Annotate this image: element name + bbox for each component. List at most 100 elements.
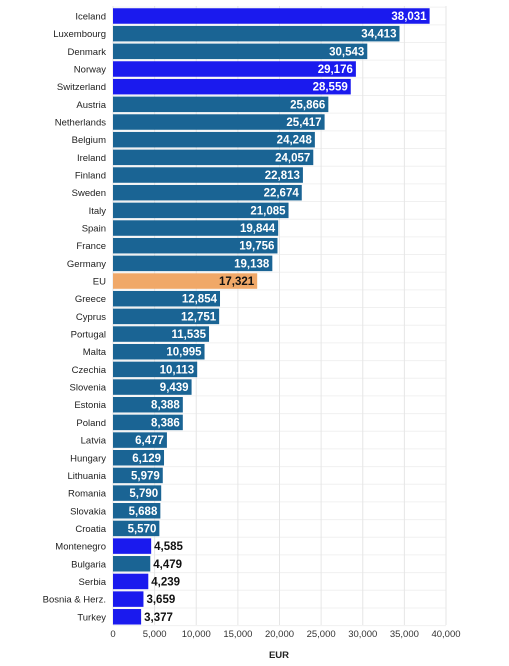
category-label: Germany [67,259,106,270]
bar [113,255,273,272]
bar [113,8,430,24]
x-tick-label: 35,000 [390,629,419,640]
bar [113,114,325,130]
category-label: Malta [83,347,107,358]
value-label: 4,239 [151,576,180,588]
value-labels: 38,031 34,413 30,543 29,176 28,559 25,866 25,4… [128,11,428,624]
value-label: 3,659 [146,594,175,606]
value-label: 8,386 [151,417,180,429]
value-label: 25,866 [290,99,325,111]
bar [113,573,149,590]
category-label: Serbia [79,577,107,588]
category-label: Greece [75,294,106,305]
x-tick-label: 20,000 [265,629,294,640]
bar [113,43,368,60]
value-label: 5,688 [129,506,158,518]
bar [113,361,198,378]
value-label: 22,813 [265,170,300,182]
category-label: France [76,241,106,252]
category-label: Luxembourg [53,29,106,40]
category-label: Estonia [74,400,106,411]
category-label: Switzerland [57,82,106,93]
value-label: 12,854 [182,294,218,306]
value-label: 28,559 [313,82,348,94]
category-label: Montenegro [55,542,106,553]
category-label: Austria [76,100,106,111]
value-label: 22,674 [264,188,300,200]
category-label: Belgium [72,135,106,146]
category-label: Bosnia & Herz. [43,595,106,606]
category-label: Czechia [72,365,107,376]
value-label: 6,129 [132,453,161,465]
bar [113,290,221,307]
value-label: 5,570 [128,523,157,535]
value-label: 10,995 [166,347,202,359]
category-label: Croatia [75,524,106,535]
category-label: Portugal [71,330,106,341]
category-label: Slovenia [70,383,107,394]
value-label: 19,138 [234,258,270,270]
x-tick-label: 5,000 [143,629,167,640]
bar [113,167,303,183]
bar [113,538,152,554]
category-label: EU [93,277,106,288]
category-labels: Iceland Luxembourg Denmark Norway Switzerlan… [43,12,107,624]
x-tick-label: 25,000 [307,629,336,640]
value-label: 10,113 [160,364,195,376]
bar [113,520,160,537]
category-label: Norway [74,65,106,76]
value-label: 4,585 [154,541,183,553]
category-label: Denmark [67,47,106,58]
x-tick-label: 40,000 [431,629,460,640]
category-label: Slovakia [70,506,107,517]
value-label: 19,756 [239,241,274,253]
value-label: 19,844 [240,223,276,235]
bar [113,467,163,484]
x-tick-label: 0 [110,629,115,640]
value-label: 25,417 [286,117,321,129]
bar [113,184,302,201]
category-label: Italy [89,206,107,217]
value-label: 5,979 [131,470,160,482]
value-label: 4,479 [153,559,182,571]
bar [113,202,289,219]
x-axis-ticks: 0 5,000 10,000 15,000 20,000 25,000 30,000 35,0… [110,629,460,640]
bar [113,609,142,625]
value-label: 9,439 [160,382,189,394]
value-label: 3,377 [144,612,173,624]
value-label: 8,388 [151,400,180,412]
x-axis-title: EUR [269,650,289,661]
bar [113,556,151,572]
category-label: Turkey [77,612,106,623]
bar [113,78,351,95]
category-label: Netherlands [55,118,106,129]
value-label: 11,535 [171,329,206,341]
category-label: Ireland [77,153,106,164]
value-label: 6,477 [135,435,164,447]
value-label: 17,321 [219,276,255,288]
value-label: 38,031 [391,11,427,23]
value-label: 29,176 [318,64,353,76]
category-label: Spain [82,224,106,235]
category-label: Sweden [72,188,106,199]
bar [113,343,205,360]
value-label: 24,057 [275,152,310,164]
category-label: Bulgaria [71,559,107,570]
bar [113,485,162,501]
bar [113,25,400,42]
category-label: Hungary [70,453,106,464]
category-label: Romania [68,489,107,500]
value-label: 34,413 [361,29,396,41]
x-tick-label: 30,000 [348,629,377,640]
bar [113,131,315,148]
bar [113,308,220,325]
category-label: Latvia [81,436,107,447]
category-label: Iceland [75,12,106,23]
category-label: Poland [76,418,106,429]
bar [113,450,165,466]
bar [113,326,210,342]
bar [113,414,183,431]
value-label: 24,248 [277,135,313,147]
value-label: 21,085 [250,205,286,217]
bars [113,8,430,625]
